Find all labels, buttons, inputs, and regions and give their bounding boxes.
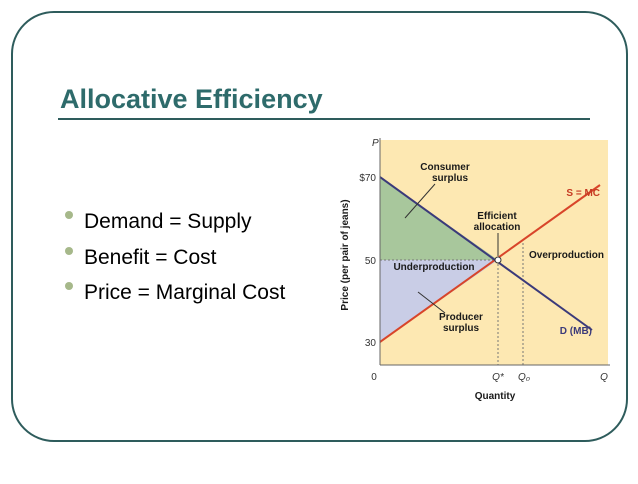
annotation: Producer xyxy=(439,312,483,323)
x-tick-label: Q₀ xyxy=(518,372,530,383)
y-tick-label: 50 xyxy=(365,256,377,267)
bullet-dot xyxy=(65,282,73,290)
y-axis-symbol: P xyxy=(372,138,379,149)
x-axis-label: Quantity xyxy=(475,391,516,402)
demand-curve xyxy=(379,176,593,331)
bullet-text: Benefit = Cost xyxy=(84,246,217,269)
y-axis-label: Price (per pair of jeans) xyxy=(340,199,351,310)
diagram: P $70 50 30 0 Q* Q₀ Q Quantity Price (pe… xyxy=(340,138,610,402)
bullet-dot xyxy=(65,211,73,219)
y-tick-label: $70 xyxy=(359,173,376,184)
annotation: Efficient xyxy=(477,211,517,222)
annotation: Consumer xyxy=(420,162,470,173)
bullet-dot xyxy=(65,247,73,255)
y-tick-label: 30 xyxy=(365,338,377,349)
bullet-text: Price = Marginal Cost xyxy=(84,281,285,304)
bullet-list: Demand = Supply Benefit = Cost Price = M… xyxy=(65,210,285,304)
equilibrium-point xyxy=(494,256,502,264)
annotation: surplus xyxy=(432,173,469,184)
annotation: surplus xyxy=(443,323,480,334)
leader-line xyxy=(404,183,436,219)
origin-label: 0 xyxy=(371,372,377,383)
x-axis-symbol: Q xyxy=(600,372,608,383)
bullet-text: Demand = Supply xyxy=(84,210,252,233)
supply-label: S = MC xyxy=(566,188,600,199)
x-tick-label: Q* xyxy=(492,372,505,383)
slide-title: Allocative Efficiency xyxy=(60,84,323,114)
annotation: Underproduction xyxy=(393,262,474,273)
supply-curve xyxy=(379,184,601,343)
leader-line xyxy=(417,291,446,314)
annotation: Overproduction xyxy=(529,250,604,261)
annotation: allocation xyxy=(474,222,521,233)
demand-label: D (MB) xyxy=(560,326,592,337)
